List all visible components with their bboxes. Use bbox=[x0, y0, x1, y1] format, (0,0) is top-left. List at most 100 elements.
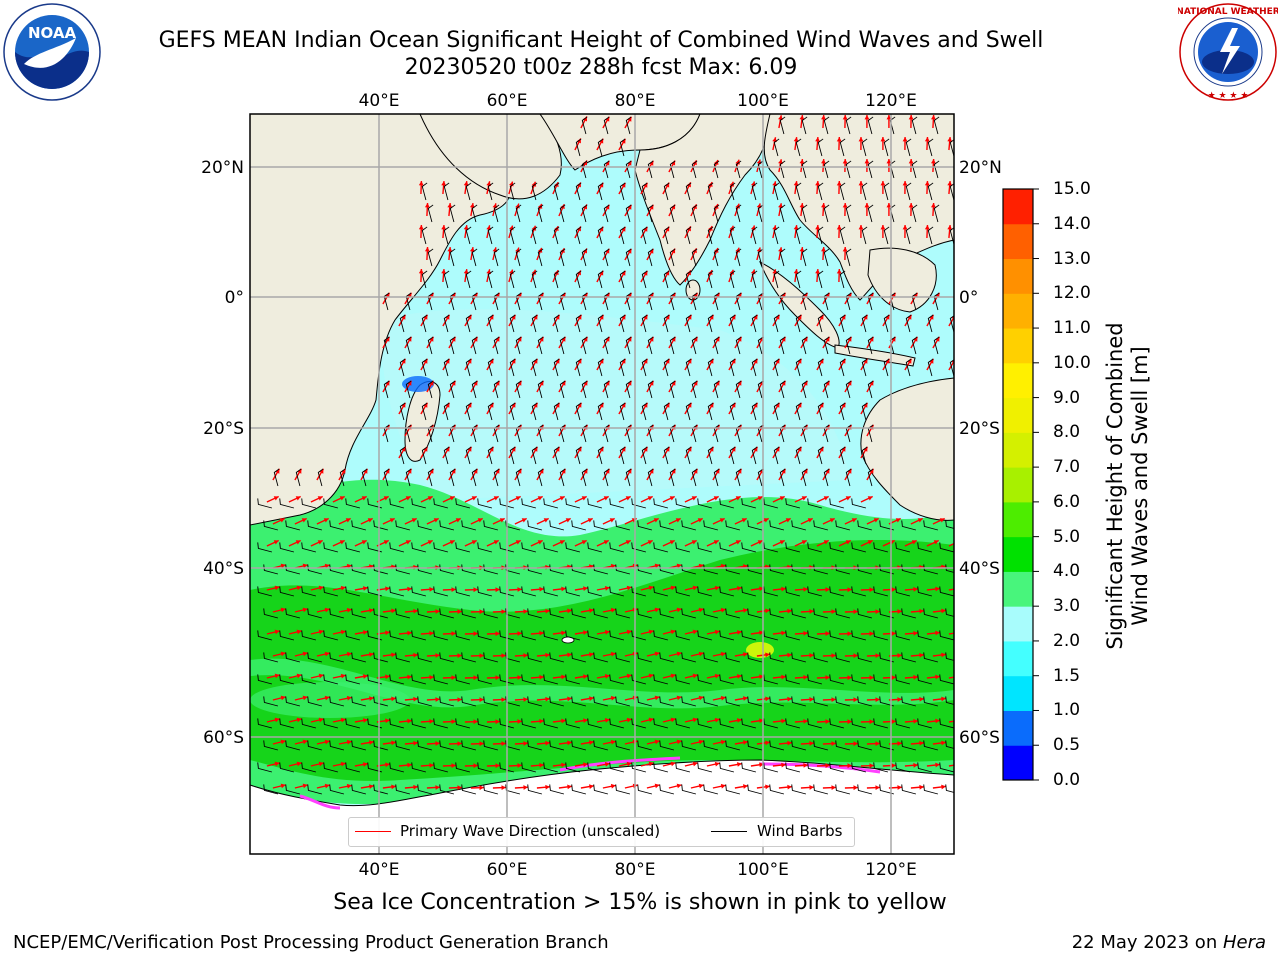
wind-barb bbox=[895, 586, 911, 597]
wind-barb bbox=[785, 762, 801, 773]
wave-direction-arrowhead bbox=[793, 225, 799, 230]
wind-barb bbox=[619, 314, 626, 333]
colorbar-swatch bbox=[1003, 362, 1033, 399]
wind-barb bbox=[571, 520, 587, 531]
wind-barb bbox=[703, 652, 719, 663]
wind-barb bbox=[515, 204, 522, 223]
wave-direction-arrowhead bbox=[418, 269, 424, 274]
wind-barb bbox=[703, 520, 719, 531]
colorbar-swatch bbox=[1003, 606, 1033, 642]
wind-barb bbox=[757, 204, 764, 223]
wave-direction-arrowhead bbox=[367, 518, 373, 523]
wind-barb bbox=[669, 160, 676, 179]
wave-direction-arrowhead bbox=[537, 540, 543, 545]
wave-direction-arrowhead bbox=[654, 651, 660, 657]
wave-direction-arrowhead bbox=[785, 518, 791, 523]
wind-barb bbox=[829, 762, 845, 773]
wind-barb bbox=[923, 564, 939, 575]
wind-barb bbox=[647, 160, 654, 179]
wind-barb bbox=[421, 358, 428, 377]
wave-direction-arrowhead bbox=[517, 587, 522, 592]
wind-barb bbox=[581, 160, 588, 179]
wind-barb bbox=[773, 358, 780, 377]
wind-barb bbox=[279, 630, 295, 641]
wave-direction-arrowhead bbox=[930, 159, 936, 164]
colorbar-tick-label: 9.0 bbox=[1053, 387, 1081, 408]
wave-direction-arrowhead bbox=[956, 540, 961, 544]
wind-barb bbox=[465, 402, 472, 421]
wind-barb bbox=[675, 718, 691, 729]
wave-direction-arrowhead bbox=[781, 718, 786, 724]
wave-direction-arrowhead bbox=[523, 741, 528, 746]
wave-direction-arrowhead bbox=[610, 783, 616, 789]
wind-barb bbox=[681, 740, 697, 751]
wind-barb bbox=[597, 358, 604, 377]
wave-direction-arrowhead bbox=[471, 540, 477, 545]
wind-barb bbox=[615, 696, 631, 707]
wind-barb bbox=[703, 564, 719, 575]
wind-barb bbox=[345, 586, 361, 597]
wave-direction-arrowhead bbox=[713, 496, 719, 501]
colorbar-swatch bbox=[1003, 501, 1033, 538]
wind-barb bbox=[263, 740, 279, 751]
wind-barb bbox=[839, 182, 846, 201]
wind-barb bbox=[455, 674, 471, 685]
wave-direction-arrowhead bbox=[531, 269, 537, 275]
wave-direction-arrowhead bbox=[473, 763, 478, 769]
wave-direction-arrowhead bbox=[324, 739, 330, 745]
wind-barb bbox=[593, 784, 609, 795]
wave-direction-arrowhead bbox=[407, 718, 412, 724]
wind-barb bbox=[939, 762, 954, 773]
wind-barb bbox=[421, 226, 428, 245]
wave-direction-arrowhead bbox=[451, 631, 456, 636]
wave-direction-arrowhead bbox=[493, 540, 499, 545]
wave-direction-arrowhead bbox=[729, 225, 735, 231]
wind-barb bbox=[537, 468, 544, 487]
wind-barb bbox=[659, 564, 675, 575]
wind-barb bbox=[521, 586, 537, 597]
wave-direction-arrowhead bbox=[435, 741, 440, 746]
wind-barb bbox=[465, 358, 472, 377]
wind-barb bbox=[901, 696, 917, 707]
wave-direction-arrowhead bbox=[897, 697, 902, 702]
lat-label-left-60s: 60°S bbox=[203, 728, 244, 748]
wind-barb bbox=[895, 718, 911, 729]
wind-barb bbox=[307, 740, 323, 751]
wind-barb bbox=[575, 270, 582, 289]
wind-barb bbox=[905, 138, 912, 157]
wave-direction-arrowhead bbox=[362, 630, 368, 635]
wind-barb bbox=[933, 204, 940, 223]
wind-barb bbox=[713, 160, 720, 179]
wind-barb bbox=[615, 564, 631, 575]
wave-direction-arrowhead bbox=[957, 337, 961, 342]
wave-direction-arrowhead bbox=[362, 718, 368, 723]
wind-barb bbox=[813, 564, 829, 575]
wave-direction-arrowhead bbox=[274, 673, 280, 679]
wind-barb bbox=[509, 402, 516, 421]
wave-direction-arrowhead bbox=[457, 785, 462, 791]
wind-barb bbox=[845, 160, 852, 179]
wave-direction-arrowhead bbox=[735, 159, 740, 165]
wind-barb bbox=[659, 608, 675, 619]
wind-barb bbox=[461, 784, 477, 795]
wave-direction-arrowhead bbox=[302, 607, 308, 613]
wind-barb bbox=[515, 336, 522, 355]
wind-barb bbox=[927, 314, 934, 333]
wave-direction-arrowhead bbox=[318, 761, 324, 767]
wave-direction-arrowhead bbox=[501, 609, 506, 615]
wind-barb bbox=[263, 564, 279, 575]
wind-barb bbox=[345, 630, 361, 641]
wind-barb bbox=[795, 402, 802, 421]
wind-barb bbox=[263, 784, 279, 795]
wind-barb bbox=[257, 630, 273, 641]
wind-barb bbox=[619, 358, 626, 377]
wave-direction-arrowhead bbox=[891, 719, 896, 724]
wind-barb bbox=[537, 380, 544, 399]
wave-direction-arrowhead bbox=[479, 741, 484, 747]
wind-barb bbox=[939, 630, 954, 641]
wind-barb bbox=[351, 784, 367, 795]
wind-barb bbox=[763, 718, 779, 729]
wind-barb bbox=[493, 336, 500, 355]
wind-barb bbox=[285, 784, 301, 795]
wind-barb bbox=[769, 564, 785, 575]
